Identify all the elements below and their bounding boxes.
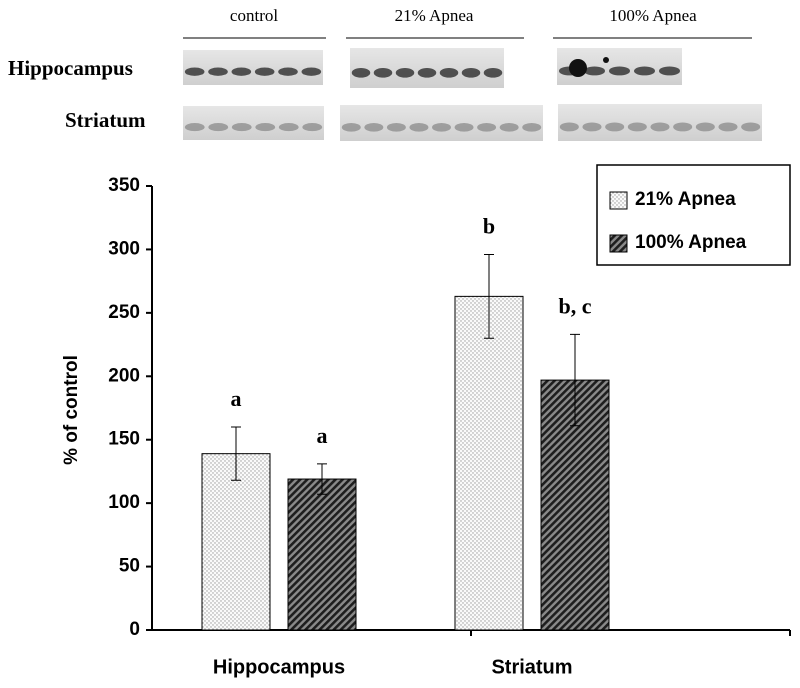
blot-band	[439, 68, 459, 78]
y-tick-label: 100	[108, 492, 140, 513]
blot-spot	[603, 57, 609, 63]
bar	[287, 478, 357, 631]
blot-band	[718, 122, 738, 132]
blot-band	[461, 68, 481, 78]
y-tick-label: 200	[108, 365, 140, 386]
blot-band	[231, 123, 252, 132]
y-tick-label: 300	[108, 238, 140, 259]
blot-row-label: Hippocampus	[8, 56, 133, 80]
lane-group-label: 100% Apnea	[609, 6, 697, 25]
blot-band	[208, 123, 229, 132]
y-tick-label: 50	[119, 556, 140, 577]
blot-band	[695, 122, 715, 132]
blot-band	[395, 68, 415, 78]
significance-label: a	[231, 386, 242, 411]
blot-band	[559, 122, 579, 132]
blot-band	[483, 68, 503, 78]
blot-band	[609, 66, 630, 76]
blot-band	[417, 68, 437, 78]
blot-band	[650, 122, 670, 132]
legend-label: 100% Apnea	[635, 232, 747, 253]
blot-band	[673, 122, 693, 132]
blot-band	[659, 66, 680, 76]
legend-swatch	[609, 191, 628, 210]
blot-band	[184, 67, 205, 76]
blot-band	[301, 67, 322, 76]
blot-band	[386, 123, 406, 132]
blot-image	[183, 50, 323, 85]
blot-image	[183, 106, 324, 140]
legend-label: 21% Apnea	[635, 189, 736, 210]
blot-band	[432, 123, 451, 132]
blot-band	[499, 123, 519, 132]
blot-band	[605, 122, 625, 132]
legend-box	[596, 164, 791, 266]
error-bar	[570, 333, 580, 427]
blot-band	[582, 122, 602, 132]
blot-panel: control 21% Apnea 100% Apnea Hippocampus…	[8, 6, 762, 141]
blot-band	[351, 68, 371, 78]
blot-image	[350, 48, 504, 88]
blot-band	[278, 123, 299, 132]
blot-band	[302, 123, 323, 132]
error-bar	[317, 463, 327, 495]
x-tick-label: Hippocampus	[213, 656, 345, 678]
blot-band	[231, 67, 252, 76]
legend-swatch	[609, 234, 628, 253]
blot-band	[341, 123, 361, 132]
blot-band	[373, 68, 393, 78]
y-axis-label: % of control	[61, 355, 82, 465]
blot-band	[634, 66, 655, 76]
error-bar	[484, 254, 494, 339]
bar	[454, 295, 524, 631]
blot-row-label: Striatum	[65, 108, 146, 132]
y-tick-label: 0	[129, 619, 140, 640]
blot-image	[558, 104, 762, 141]
blot-band	[184, 123, 205, 132]
blot-band	[278, 67, 298, 76]
significance-label: b, c	[559, 293, 592, 318]
blot-band	[364, 123, 384, 132]
x-tick-label: Striatum	[491, 656, 572, 678]
blot-band	[409, 123, 429, 132]
blot-band	[477, 123, 497, 132]
error-bar	[231, 426, 241, 481]
y-tick-label: 350	[108, 175, 140, 196]
blot-band	[627, 122, 647, 132]
blot-band	[584, 66, 605, 76]
lane-group-label: 21% Apnea	[395, 6, 474, 25]
blot-band	[208, 67, 228, 76]
significance-label: b	[483, 214, 495, 239]
blot-band	[454, 123, 474, 132]
bar	[201, 453, 271, 631]
y-tick-label: 250	[108, 302, 140, 323]
blot-band	[522, 123, 542, 132]
significance-label: a	[317, 423, 328, 448]
blot-band	[255, 123, 276, 132]
y-tick-label: 150	[108, 429, 140, 450]
blot-spot	[569, 59, 587, 77]
blot-band	[741, 122, 761, 132]
blot-band	[254, 67, 275, 76]
lane-group-label: control	[230, 6, 278, 25]
